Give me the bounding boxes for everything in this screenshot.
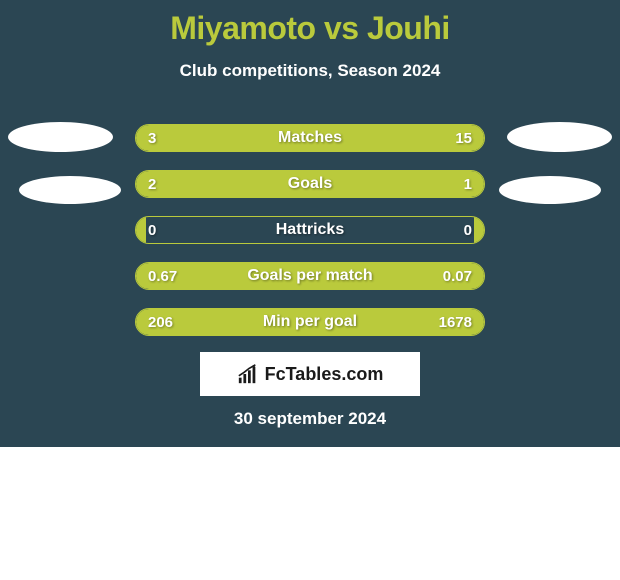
stat-value-right: 1678 xyxy=(427,309,484,335)
stat-value-left: 206 xyxy=(136,309,185,335)
stat-row: 2 1 Goals xyxy=(135,170,485,198)
chart-up-icon xyxy=(237,363,259,385)
stat-rows: 3 15 Matches 2 1 Goals 0 0 Hattricks 0.6… xyxy=(135,124,485,354)
stat-value-right: 0.07 xyxy=(431,263,484,289)
player-avatar-left-2 xyxy=(19,176,121,204)
stat-label: Hattricks xyxy=(136,217,484,243)
subtitle: Club competitions, Season 2024 xyxy=(0,61,620,81)
fctables-link[interactable]: FcTables.com xyxy=(200,352,420,396)
stat-value-right: 1 xyxy=(452,171,484,197)
stat-row: 0.67 0.07 Goals per match xyxy=(135,262,485,290)
stat-value-left: 3 xyxy=(136,125,168,151)
stat-value-right: 0 xyxy=(452,217,484,243)
player-avatar-right-2 xyxy=(499,176,601,204)
player-avatar-left-1 xyxy=(8,122,113,152)
logo-text: FcTables.com xyxy=(265,364,384,385)
date-label: 30 september 2024 xyxy=(0,409,620,429)
stat-bar-right xyxy=(195,125,484,151)
stat-bar-left xyxy=(136,171,369,197)
stat-row: 0 0 Hattricks xyxy=(135,216,485,244)
stat-row: 206 1678 Min per goal xyxy=(135,308,485,336)
comparison-card: Miyamoto vs Jouhi Club competitions, Sea… xyxy=(0,0,620,447)
player-avatar-right-1 xyxy=(507,122,612,152)
stat-value-left: 2 xyxy=(136,171,168,197)
page-title: Miyamoto vs Jouhi xyxy=(0,0,620,47)
stat-value-left: 0 xyxy=(136,217,168,243)
stat-value-right: 15 xyxy=(443,125,484,151)
stat-value-left: 0.67 xyxy=(136,263,189,289)
stat-row: 3 15 Matches xyxy=(135,124,485,152)
